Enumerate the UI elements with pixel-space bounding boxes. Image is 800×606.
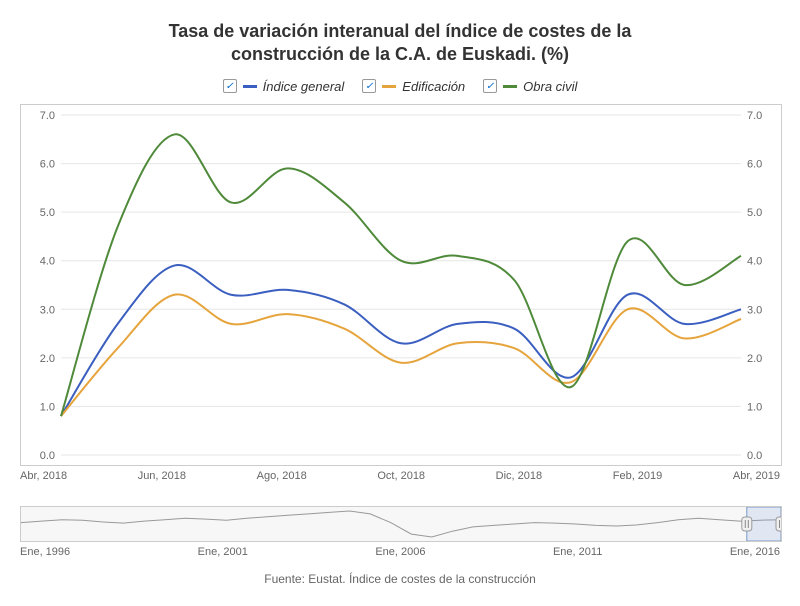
legend-swatch: [503, 85, 517, 88]
x-tick-label: Feb, 2019: [613, 470, 663, 482]
navigator-labels: Ene, 1996 Ene, 2001 Ene, 2006 Ene, 2011 Ene,…: [20, 546, 780, 558]
svg-text:7.0: 7.0: [40, 110, 55, 122]
svg-text:5.0: 5.0: [40, 207, 55, 219]
x-tick-label: Abr, 2019: [733, 470, 780, 482]
svg-text:7.0: 7.0: [747, 110, 762, 122]
legend-item[interactable]: ✓ Edificación: [362, 79, 465, 94]
x-tick-label: Dic, 2018: [496, 470, 542, 482]
svg-text:0.0: 0.0: [747, 450, 762, 462]
svg-text:5.0: 5.0: [747, 207, 762, 219]
x-tick-label: Ago, 2018: [257, 470, 307, 482]
navigator[interactable]: [20, 506, 782, 542]
x-axis-labels: Abr, 2018 Jun, 2018 Ago, 2018 Oct, 2018 Dic,…: [20, 470, 780, 482]
svg-text:4.0: 4.0: [747, 255, 762, 267]
svg-text:0.0: 0.0: [40, 450, 55, 462]
navigator-svg: [21, 507, 781, 541]
navigator-tick-label: Ene, 2006: [375, 546, 425, 558]
source-text: Fuente: Eustat. Índice de costes de la c…: [20, 572, 780, 586]
legend: ✓ Índice general ✓ Edificación ✓ Obra civil: [20, 79, 780, 94]
plot-svg: 0.0 0.0 1.0 1.0 2.0 2.0 3.0 3.0 4.0 4.0 5.0 5.0 6.0 6…: [21, 105, 781, 465]
legend-checkbox[interactable]: ✓: [362, 79, 376, 93]
navigator-tick-label: Ene, 2001: [198, 546, 248, 558]
svg-text:4.0: 4.0: [40, 255, 55, 267]
svg-text:1.0: 1.0: [747, 401, 762, 413]
legend-item[interactable]: ✓ Índice general: [223, 79, 345, 94]
svg-text:2.0: 2.0: [40, 353, 55, 365]
x-tick-label: Jun, 2018: [138, 470, 186, 482]
plot-area: 0.0 0.0 1.0 1.0 2.0 2.0 3.0 3.0 4.0 4.0 5.0 5.0 6.0 6…: [20, 104, 782, 466]
legend-checkbox[interactable]: ✓: [483, 79, 497, 93]
legend-swatch: [382, 85, 396, 88]
svg-text:3.0: 3.0: [747, 304, 762, 316]
chart-title: Tasa de variación interanual del índice …: [20, 20, 780, 67]
legend-label: Índice general: [263, 79, 345, 94]
svg-text:6.0: 6.0: [40, 158, 55, 170]
svg-text:1.0: 1.0: [40, 401, 55, 413]
chart-container: Tasa de variación interanual del índice …: [20, 20, 780, 586]
title-line-1: Tasa de variación interanual del índice …: [169, 21, 632, 41]
x-tick-label: Oct, 2018: [377, 470, 425, 482]
title-line-2: construcción de la C.A. de Euskadi. (%): [231, 44, 569, 64]
legend-label: Edificación: [402, 79, 465, 94]
legend-checkbox[interactable]: ✓: [223, 79, 237, 93]
legend-label: Obra civil: [523, 79, 577, 94]
svg-text:3.0: 3.0: [40, 304, 55, 316]
svg-text:2.0: 2.0: [747, 353, 762, 365]
navigator-tick-label: Ene, 2011: [553, 546, 602, 558]
navigator-tick-label: Ene, 1996: [20, 546, 70, 558]
legend-swatch: [243, 85, 257, 88]
x-tick-label: Abr, 2018: [20, 470, 67, 482]
navigator-tick-label: Ene, 2016: [730, 546, 780, 558]
legend-item[interactable]: ✓ Obra civil: [483, 79, 577, 94]
svg-text:6.0: 6.0: [747, 158, 762, 170]
